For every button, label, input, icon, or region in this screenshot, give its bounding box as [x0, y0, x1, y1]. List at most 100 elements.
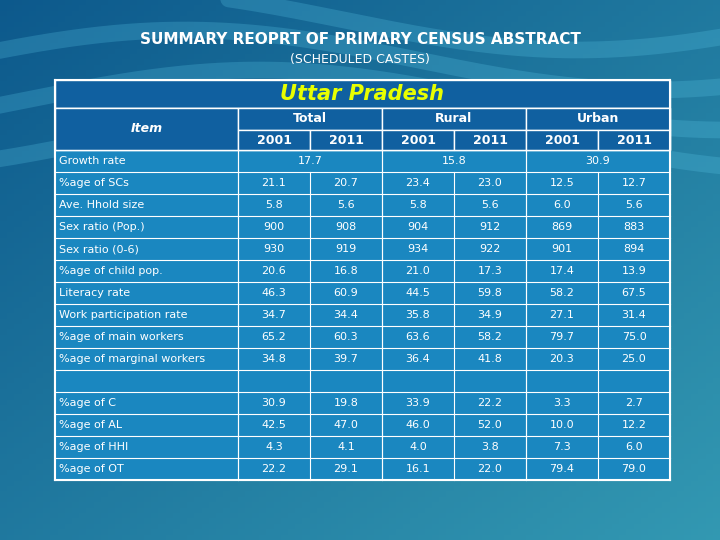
Text: %age of C: %age of C [59, 398, 116, 408]
Bar [55, 260, 670, 282]
Text: 65.2: 65.2 [261, 332, 287, 342]
Text: 79.7: 79.7 [549, 332, 575, 342]
Text: 15.8: 15.8 [441, 156, 467, 166]
Text: 930: 930 [264, 244, 284, 254]
Text: 20.3: 20.3 [549, 354, 575, 364]
Text: 2001: 2001 [400, 133, 436, 146]
Text: 33.9: 33.9 [405, 398, 431, 408]
Bar [55, 216, 670, 238]
Text: 44.5: 44.5 [405, 288, 431, 298]
Text: 21.0: 21.0 [405, 266, 431, 276]
Text: 5.8: 5.8 [265, 200, 283, 210]
Text: 46.0: 46.0 [405, 420, 431, 430]
Text: 2011: 2011 [328, 133, 364, 146]
Text: 2001: 2001 [256, 133, 292, 146]
Bar [382, 108, 526, 130]
Text: 25.0: 25.0 [621, 354, 647, 364]
Text: 47.0: 47.0 [333, 420, 359, 430]
Text: Urban: Urban [577, 112, 619, 125]
Bar [55, 326, 670, 348]
Text: %age of AL: %age of AL [59, 420, 122, 430]
Text: 901: 901 [552, 244, 572, 254]
Text: 79.0: 79.0 [621, 464, 647, 474]
Text: 934: 934 [408, 244, 428, 254]
Text: 904: 904 [408, 222, 428, 232]
Text: 35.8: 35.8 [405, 310, 431, 320]
Text: %age of OT: %age of OT [59, 464, 124, 474]
Text: Work participation rate: Work participation rate [59, 310, 187, 320]
Text: 2001: 2001 [544, 133, 580, 146]
Text: Ave. Hhold size: Ave. Hhold size [59, 200, 144, 210]
Text: Literacy rate: Literacy rate [59, 288, 130, 298]
Bar [55, 348, 670, 370]
Text: 20.7: 20.7 [333, 178, 359, 188]
Bar [55, 370, 670, 392]
Text: %age of HHI: %age of HHI [59, 442, 128, 452]
Text: 16.8: 16.8 [333, 266, 359, 276]
Text: 6.0: 6.0 [625, 442, 643, 452]
Text: 34.8: 34.8 [261, 354, 287, 364]
Text: %age of marginal workers: %age of marginal workers [59, 354, 205, 364]
Text: %age of child pop.: %age of child pop. [59, 266, 163, 276]
Bar [55, 108, 238, 150]
Text: 34.7: 34.7 [261, 310, 287, 320]
Bar [55, 194, 670, 216]
Text: 883: 883 [624, 222, 644, 232]
Text: 79.4: 79.4 [549, 464, 575, 474]
Bar [454, 130, 526, 150]
Text: 10.0: 10.0 [549, 420, 575, 430]
Text: 22.0: 22.0 [477, 464, 503, 474]
Text: Sex ratio (Pop.): Sex ratio (Pop.) [59, 222, 145, 232]
Text: 63.6: 63.6 [405, 332, 431, 342]
Text: Sex ratio (0-6): Sex ratio (0-6) [59, 244, 139, 254]
Text: 34.9: 34.9 [477, 310, 503, 320]
Text: 60.3: 60.3 [333, 332, 359, 342]
Text: 17.7: 17.7 [297, 156, 323, 166]
Text: Growth rate: Growth rate [59, 156, 125, 166]
Text: 922: 922 [480, 244, 500, 254]
Bar [55, 458, 670, 480]
Bar [55, 414, 670, 436]
Text: %age of SCs: %age of SCs [59, 178, 129, 188]
Text: 5.6: 5.6 [481, 200, 499, 210]
Bar [238, 108, 382, 130]
Text: 23.0: 23.0 [477, 178, 503, 188]
Text: 60.9: 60.9 [333, 288, 359, 298]
Text: 13.9: 13.9 [621, 266, 647, 276]
Bar [382, 130, 454, 150]
Bar [55, 392, 670, 414]
Text: 3.3: 3.3 [553, 398, 571, 408]
Text: 2011: 2011 [472, 133, 508, 146]
Text: 75.0: 75.0 [621, 332, 647, 342]
Text: 7.3: 7.3 [553, 442, 571, 452]
Text: 4.1: 4.1 [337, 442, 355, 452]
Text: 30.9: 30.9 [261, 398, 287, 408]
Text: 17.3: 17.3 [477, 266, 503, 276]
Text: 21.1: 21.1 [261, 178, 287, 188]
Text: 30.9: 30.9 [585, 156, 611, 166]
Text: 900: 900 [264, 222, 284, 232]
Bar [55, 108, 670, 130]
Text: 908: 908 [336, 222, 356, 232]
Text: 36.4: 36.4 [405, 354, 431, 364]
Text: 3.8: 3.8 [481, 442, 499, 452]
Bar [526, 108, 670, 130]
Text: 5.6: 5.6 [337, 200, 355, 210]
Text: Rural: Rural [436, 112, 472, 125]
Text: Total: Total [293, 112, 327, 125]
Text: 22.2: 22.2 [261, 464, 287, 474]
Text: 67.5: 67.5 [621, 288, 647, 298]
Text: 41.8: 41.8 [477, 354, 503, 364]
Bar [526, 130, 598, 150]
Text: Uttar Pradesh: Uttar Pradesh [281, 84, 444, 104]
Bar [55, 436, 670, 458]
Text: 46.3: 46.3 [261, 288, 287, 298]
Text: 4.3: 4.3 [265, 442, 283, 452]
Bar [598, 130, 670, 150]
Bar [238, 130, 310, 150]
Text: 12.2: 12.2 [621, 420, 647, 430]
Text: 34.4: 34.4 [333, 310, 359, 320]
Text: 2.7: 2.7 [625, 398, 643, 408]
Text: 23.4: 23.4 [405, 178, 431, 188]
Text: 31.4: 31.4 [621, 310, 647, 320]
